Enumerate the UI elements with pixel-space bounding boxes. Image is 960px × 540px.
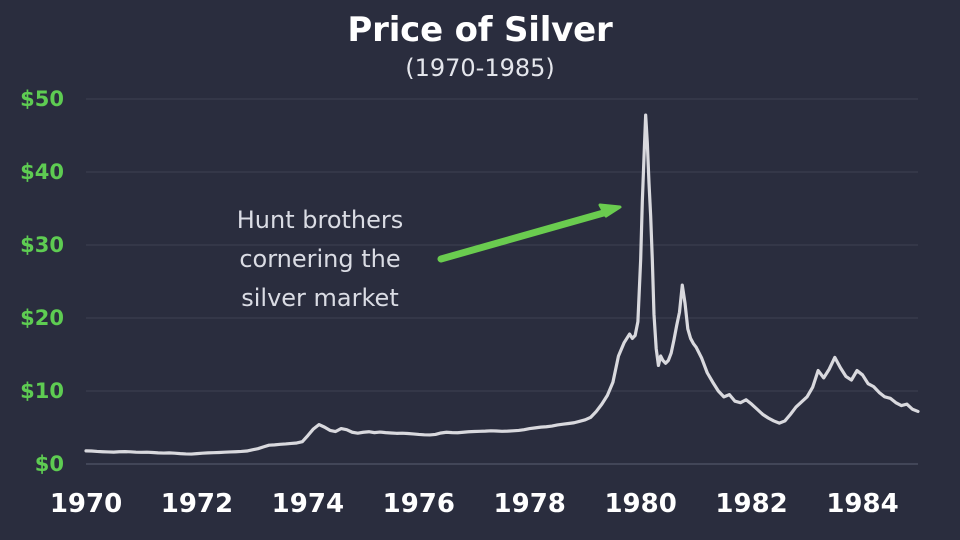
annotation-arrow-shaft xyxy=(437,208,611,263)
y-axis-tick-$30: $30 xyxy=(20,233,64,257)
annotation-line-2: cornering the xyxy=(239,245,400,273)
data-line-silver-price xyxy=(84,113,920,456)
annotation-arrow-head-icon xyxy=(598,203,622,218)
x-axis-tick-1980: 1980 xyxy=(604,489,676,519)
x-axis-tick-1978: 1978 xyxy=(494,489,566,519)
y-axis-tick-$20: $20 xyxy=(20,306,64,330)
annotation-line-1: Hunt brothers xyxy=(237,206,404,234)
hunt-brothers-annotation: Hunt brothers cornering the silver marke… xyxy=(237,203,622,312)
x-axis-tick-1970: 1970 xyxy=(50,489,122,519)
x-axis-tick-1972: 1972 xyxy=(161,489,233,519)
y-axis-tick-$10: $10 xyxy=(20,379,64,403)
x-axis-tick-1984: 1984 xyxy=(826,489,898,519)
x-axis-tick-1974: 1974 xyxy=(272,489,344,519)
y-axis-tick-labels: $0 $10 $20 $30 $40 $50 xyxy=(20,87,64,476)
y-axis-tick-$40: $40 xyxy=(20,160,64,184)
title-block: Price of Silver (1970-1985) xyxy=(0,10,960,84)
page-title: Price of Silver xyxy=(347,10,613,50)
x-axis-tick-1976: 1976 xyxy=(383,489,455,519)
x-axis-tick-1982: 1982 xyxy=(715,489,787,519)
x-axis-tick-labels: 1970 1972 1974 1976 1978 1980 1982 1984 xyxy=(50,489,899,519)
annotation-line-3: silver market xyxy=(241,284,398,312)
y-axis-tick-$50: $50 xyxy=(20,87,64,111)
gridlines-group xyxy=(86,98,918,465)
chart-subtitle: (1970-1985) xyxy=(405,54,555,82)
y-axis-tick-$0: $0 xyxy=(35,452,64,476)
